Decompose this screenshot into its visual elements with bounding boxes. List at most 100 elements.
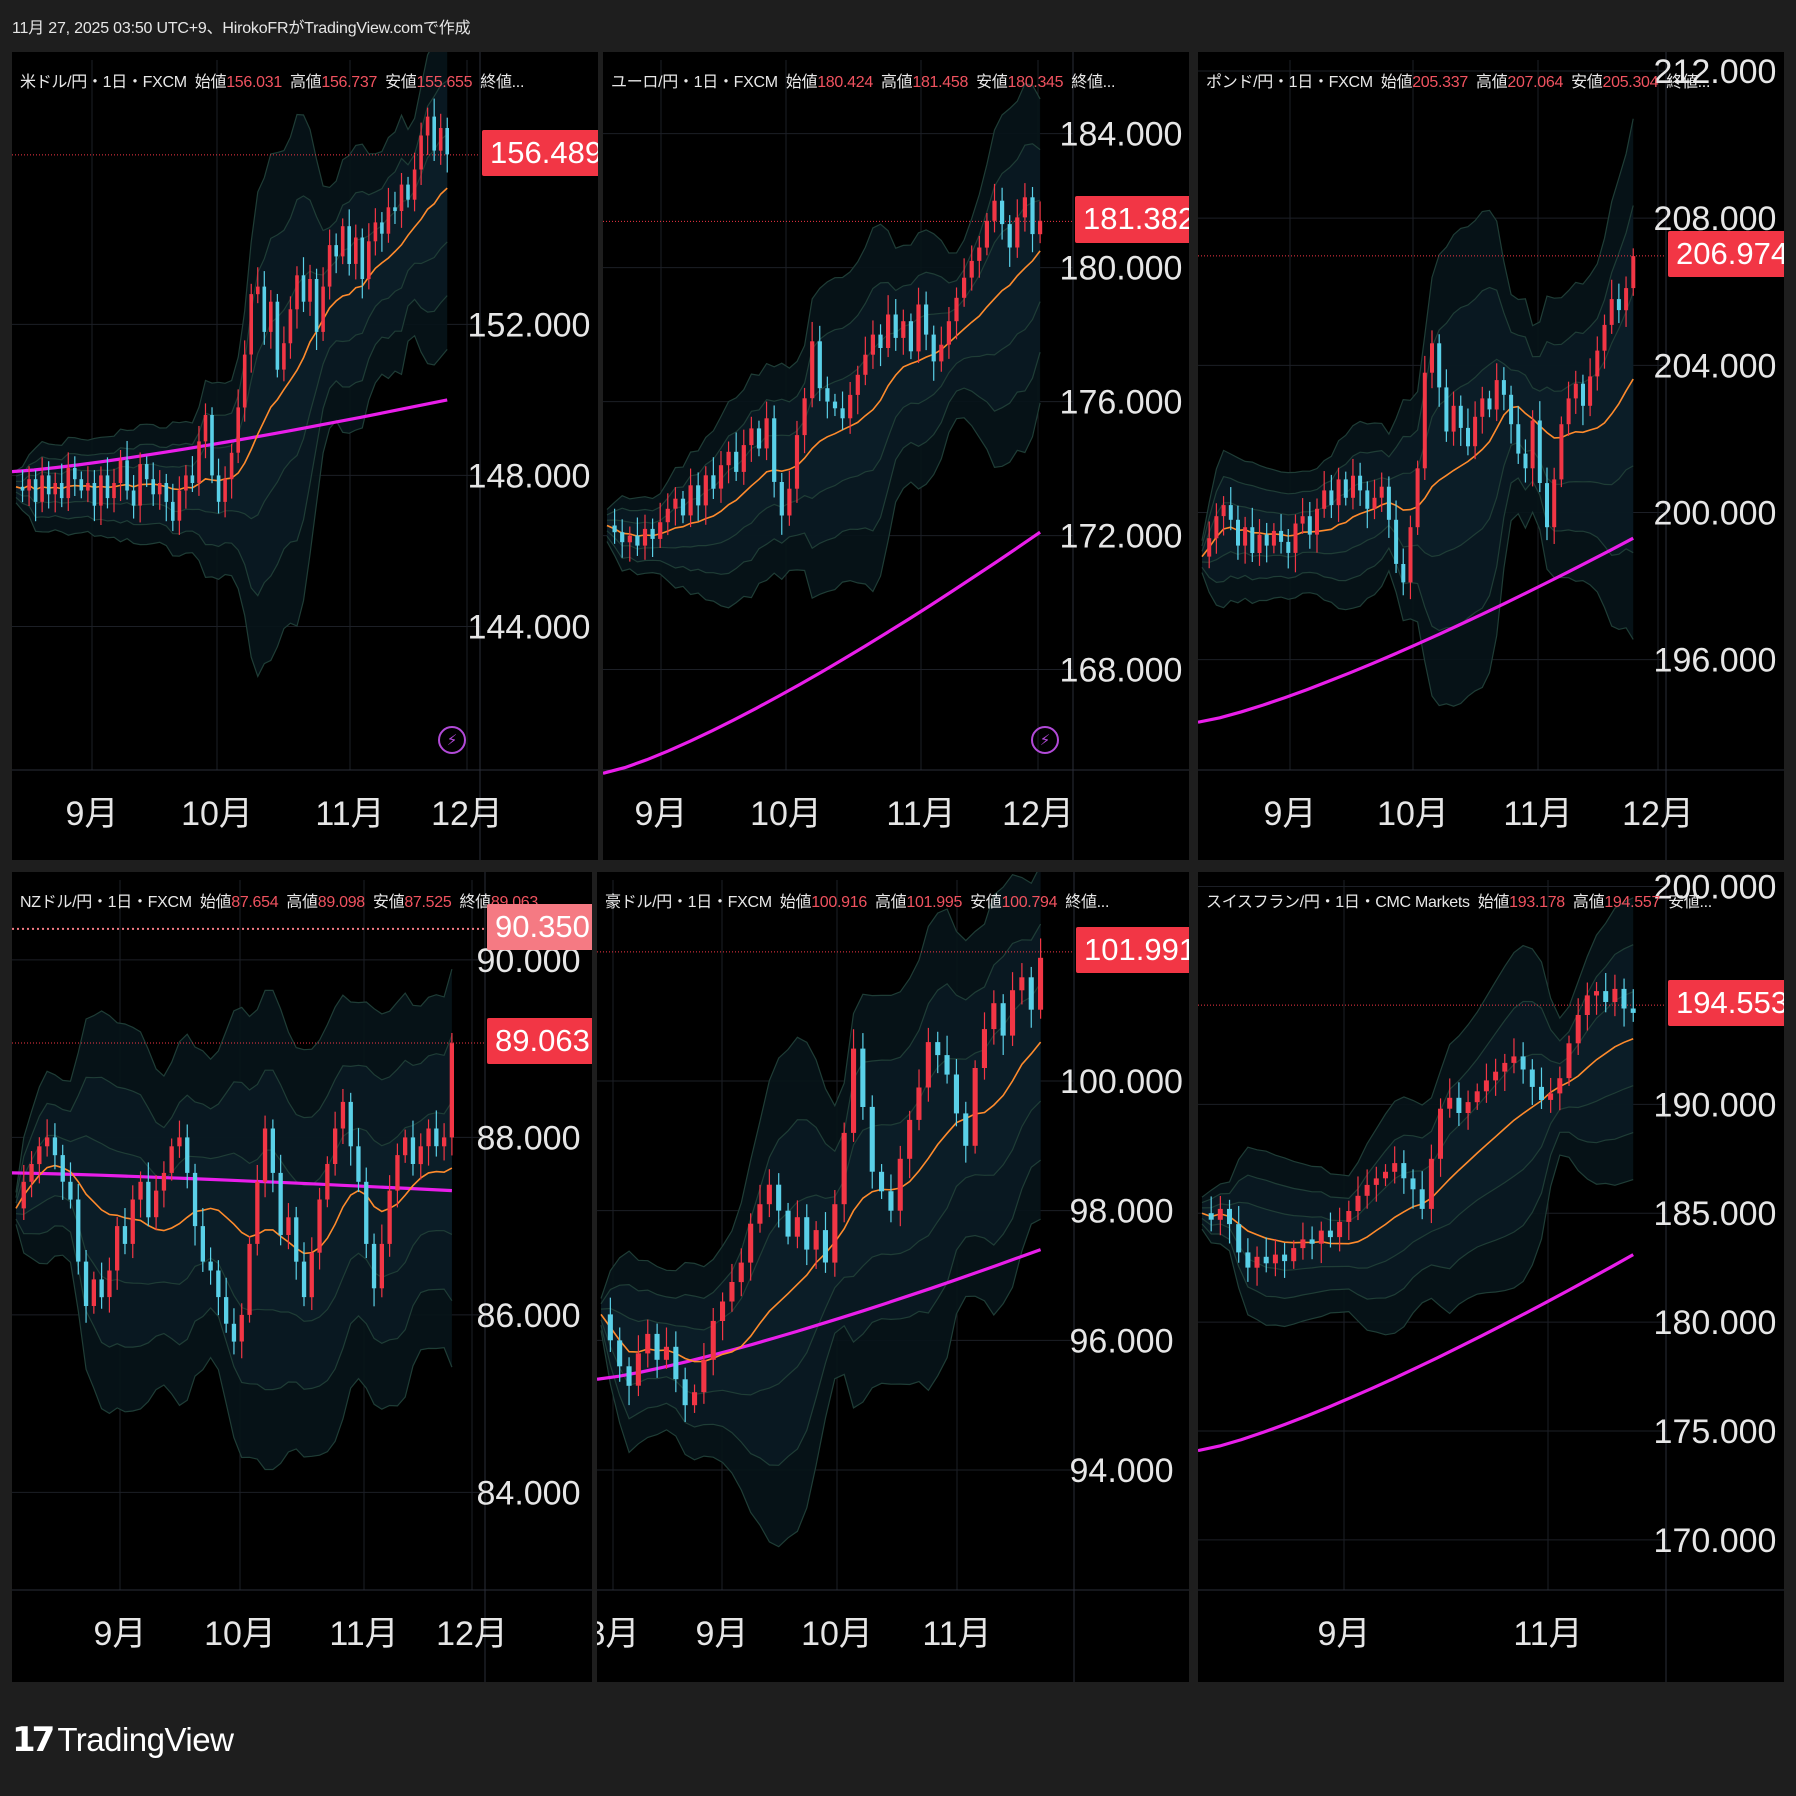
candle-body bbox=[27, 479, 31, 491]
candle-body bbox=[1537, 420, 1542, 483]
x-tick-label: 11月 bbox=[922, 1615, 991, 1653]
candle-body bbox=[185, 1137, 190, 1173]
candle-body bbox=[197, 441, 201, 483]
candle-body bbox=[1392, 1163, 1398, 1172]
candle-body bbox=[177, 1137, 182, 1147]
candle-body bbox=[282, 343, 286, 370]
candle-body bbox=[1264, 534, 1269, 546]
candle-body bbox=[680, 498, 686, 516]
y-tick-label: 86.000 bbox=[477, 1297, 581, 1335]
t-open: 193.178 bbox=[1509, 894, 1565, 911]
last-price-label: 194.553 bbox=[1668, 980, 1784, 1027]
t-symbol: ポンド/円・1日・FXCM bbox=[1206, 74, 1373, 91]
candle-body bbox=[787, 488, 792, 516]
candle-body bbox=[748, 1223, 754, 1263]
t-open-label: 始値 bbox=[1380, 74, 1413, 91]
y-tick-label: 152.000 bbox=[468, 306, 591, 344]
bollinger-bands bbox=[600, 872, 1042, 1548]
band-upper-3 bbox=[1201, 897, 1634, 1198]
candle-body bbox=[1529, 1069, 1535, 1087]
candle-body bbox=[612, 525, 617, 533]
candle-body bbox=[395, 1155, 400, 1191]
candle-body bbox=[627, 535, 632, 543]
x-tick-label: 12月 bbox=[436, 1615, 508, 1653]
t-ellipsis: ... bbox=[1096, 894, 1110, 911]
panel-gbpjpy[interactable]: 196.000 200.000 204.000 208.000 212.000 9月 10月… bbox=[1198, 52, 1784, 860]
candle-body bbox=[963, 1113, 969, 1146]
x-tick-label: 12月 bbox=[1622, 795, 1694, 833]
chart-svg-audjpy[interactable]: 94.000 96.000 98.000 100.000 8月 9月 10月 11月 bbox=[597, 872, 1189, 1682]
lightning-icon[interactable]: ⚡ bbox=[1031, 726, 1059, 754]
candle-body bbox=[270, 1128, 275, 1173]
candle-body bbox=[1545, 483, 1549, 528]
candle-body bbox=[1365, 490, 1370, 509]
chart-svg-eurjpy[interactable]: 168.000 172.000 176.000 180.000 184.000 9月 10月… bbox=[603, 52, 1189, 860]
candle-body bbox=[1221, 505, 1226, 517]
candle-body bbox=[1530, 420, 1535, 469]
candle-body bbox=[1000, 1003, 1006, 1036]
lightning-icon[interactable]: ⚡ bbox=[438, 726, 466, 754]
candle-body bbox=[418, 1146, 423, 1165]
candle-body bbox=[286, 1217, 291, 1235]
band-lower-1 bbox=[1201, 1085, 1634, 1271]
candle-body bbox=[718, 465, 724, 489]
candle-body bbox=[1022, 197, 1027, 218]
candle-body bbox=[40, 475, 44, 502]
candle-body bbox=[386, 207, 391, 234]
y-tick-label: 200.000 bbox=[1654, 872, 1777, 907]
candle-body bbox=[972, 1068, 978, 1146]
panel-audjpy[interactable]: 94.000 96.000 98.000 100.000 8月 9月 10月 11月 豪ドル/円… bbox=[597, 872, 1189, 1682]
y-tick-label: 175.000 bbox=[1654, 1413, 1777, 1451]
candle-body bbox=[682, 1379, 688, 1406]
panel-usdjpy[interactable]: 144.000 148.000 152.000 9月 10月 11月 12月 米ドル/円・1日… bbox=[12, 52, 598, 860]
candle-body bbox=[33, 479, 38, 502]
candle-body bbox=[1379, 486, 1384, 498]
candle-body bbox=[825, 388, 830, 402]
candle-body bbox=[1557, 1078, 1563, 1094]
y-tick-label: 168.000 bbox=[1060, 652, 1183, 690]
sma-long-line bbox=[12, 1171, 452, 1193]
candle-body bbox=[387, 1190, 392, 1244]
candle-body bbox=[1315, 508, 1319, 535]
bollinger-bands bbox=[15, 52, 448, 678]
candle-body bbox=[223, 479, 227, 502]
y-tick-label: 84.000 bbox=[477, 1474, 581, 1512]
candle-body bbox=[122, 1226, 128, 1244]
y-tick-label: 172.000 bbox=[1060, 518, 1183, 556]
t-low-label: 安値 bbox=[1668, 894, 1700, 911]
t-open: 156.031 bbox=[226, 74, 282, 91]
candle-body bbox=[1286, 541, 1291, 553]
candles bbox=[607, 938, 1044, 1422]
candle-body bbox=[822, 1230, 828, 1263]
chart-svg-chfjpy[interactable]: 170.000 175.000 180.000 185.000 190.000 200.0… bbox=[1198, 872, 1784, 1682]
candle-body bbox=[1337, 1221, 1343, 1238]
candle-body bbox=[1523, 453, 1528, 469]
candle-body bbox=[1227, 1208, 1232, 1225]
candle-body bbox=[216, 1270, 221, 1298]
t-high-label: 高値 bbox=[286, 894, 318, 911]
t-low: 180.345 bbox=[1007, 74, 1064, 91]
t-high-label: 高値 bbox=[874, 894, 907, 911]
panel-nzdjpy[interactable]: 84.000 86.000 88.000 90.000 9月 10月 11月 12月 NZドル/… bbox=[12, 872, 592, 1682]
candle-body bbox=[1351, 475, 1355, 498]
candle-body bbox=[360, 237, 365, 279]
y-tick-label: 176.000 bbox=[1060, 384, 1183, 422]
candle-body bbox=[236, 407, 240, 453]
candle-body bbox=[1019, 977, 1025, 991]
candle-body bbox=[347, 226, 351, 264]
y-tick-label: 180.000 bbox=[1654, 1304, 1777, 1342]
chart-svg-usdjpy[interactable]: 144.000 148.000 152.000 9月 10月 11月 12月 bbox=[12, 52, 598, 860]
t-ellipsis: ... bbox=[1697, 74, 1711, 91]
candle-body bbox=[757, 1204, 763, 1224]
candle-body bbox=[729, 1282, 735, 1302]
candle-body bbox=[1394, 519, 1399, 564]
panel-chfjpy[interactable]: 170.000 175.000 180.000 185.000 190.000 200.0… bbox=[1198, 872, 1784, 1682]
candle-body bbox=[817, 341, 822, 389]
candle-body bbox=[52, 1137, 58, 1156]
panel-eurjpy[interactable]: 168.000 172.000 176.000 180.000 184.000 9月 10月… bbox=[603, 52, 1189, 860]
tradingview-logo[interactable]: 17 TradingView bbox=[12, 1720, 234, 1760]
candle-body bbox=[832, 1204, 838, 1263]
candle-body bbox=[1300, 516, 1305, 524]
